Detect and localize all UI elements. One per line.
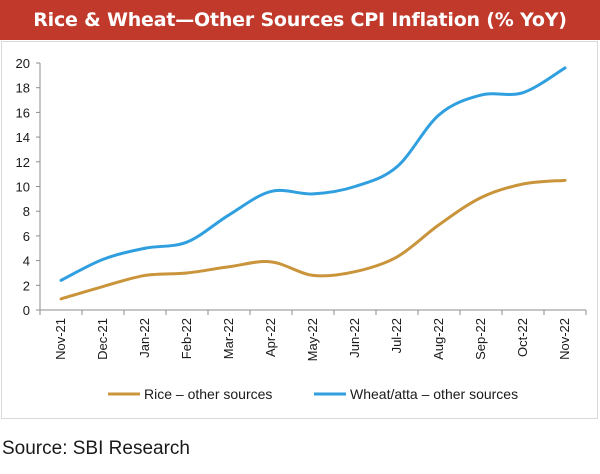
legend: Rice – other sources Wheat/atta – other s… — [108, 386, 518, 402]
x-tick-label: Dec-21 — [95, 318, 110, 360]
y-tick-label: 12 — [16, 155, 30, 170]
y-tick-label: 6 — [23, 229, 30, 244]
x-tick-label: Jul-22 — [389, 318, 404, 353]
x-tick-label: Feb-22 — [179, 318, 194, 359]
x-tick-label: Nov-22 — [557, 318, 572, 360]
y-tick-label: 2 — [23, 278, 30, 293]
chart-title: Rice & Wheat—Other Sources CPI Inflation… — [0, 0, 600, 40]
y-tick-label: 0 — [23, 303, 30, 318]
series-layer — [59, 66, 567, 301]
series-line-1 — [59, 178, 567, 301]
y-axis: 0 2 4 6 8 10 12 14 16 18 20 — [16, 56, 41, 318]
y-tick-label: 18 — [16, 81, 30, 96]
line-chart: 0 2 4 6 8 10 12 14 16 18 20 Nov-21 Dec-21 Jan-22 Feb-… — [16, 56, 587, 402]
x-axis: Nov-21 Dec-21 Jan-22 Feb-22 Mar-22 Apr-22 May-… — [39, 309, 587, 361]
x-tick-label: Mar-22 — [221, 318, 236, 359]
y-tick-label: 16 — [16, 105, 30, 120]
y-tick-label: 20 — [16, 56, 30, 71]
y-tick-label: 8 — [23, 204, 30, 219]
y-tick-label: 14 — [16, 130, 30, 145]
x-tick-label: Apr-22 — [263, 318, 278, 357]
series-line-2 — [59, 66, 567, 282]
y-tick-label: 10 — [16, 180, 30, 195]
x-tick-label: May-22 — [305, 318, 320, 361]
x-tick-label: Sep-22 — [473, 318, 488, 360]
legend-label-1: Rice – other sources — [144, 386, 272, 402]
x-tick-label: Jan-22 — [137, 318, 152, 358]
legend-label-2: Wheat/atta – other sources — [350, 386, 518, 402]
x-tick-label: Oct-22 — [515, 318, 530, 357]
source-note: Source: SBI Research — [2, 438, 190, 459]
x-tick-label: Jun-22 — [347, 318, 362, 358]
x-tick-label: Aug-22 — [431, 318, 446, 360]
y-tick-label: 4 — [23, 254, 30, 269]
x-tick-label: Nov-21 — [53, 318, 68, 360]
chart-frame — [1, 41, 598, 419]
